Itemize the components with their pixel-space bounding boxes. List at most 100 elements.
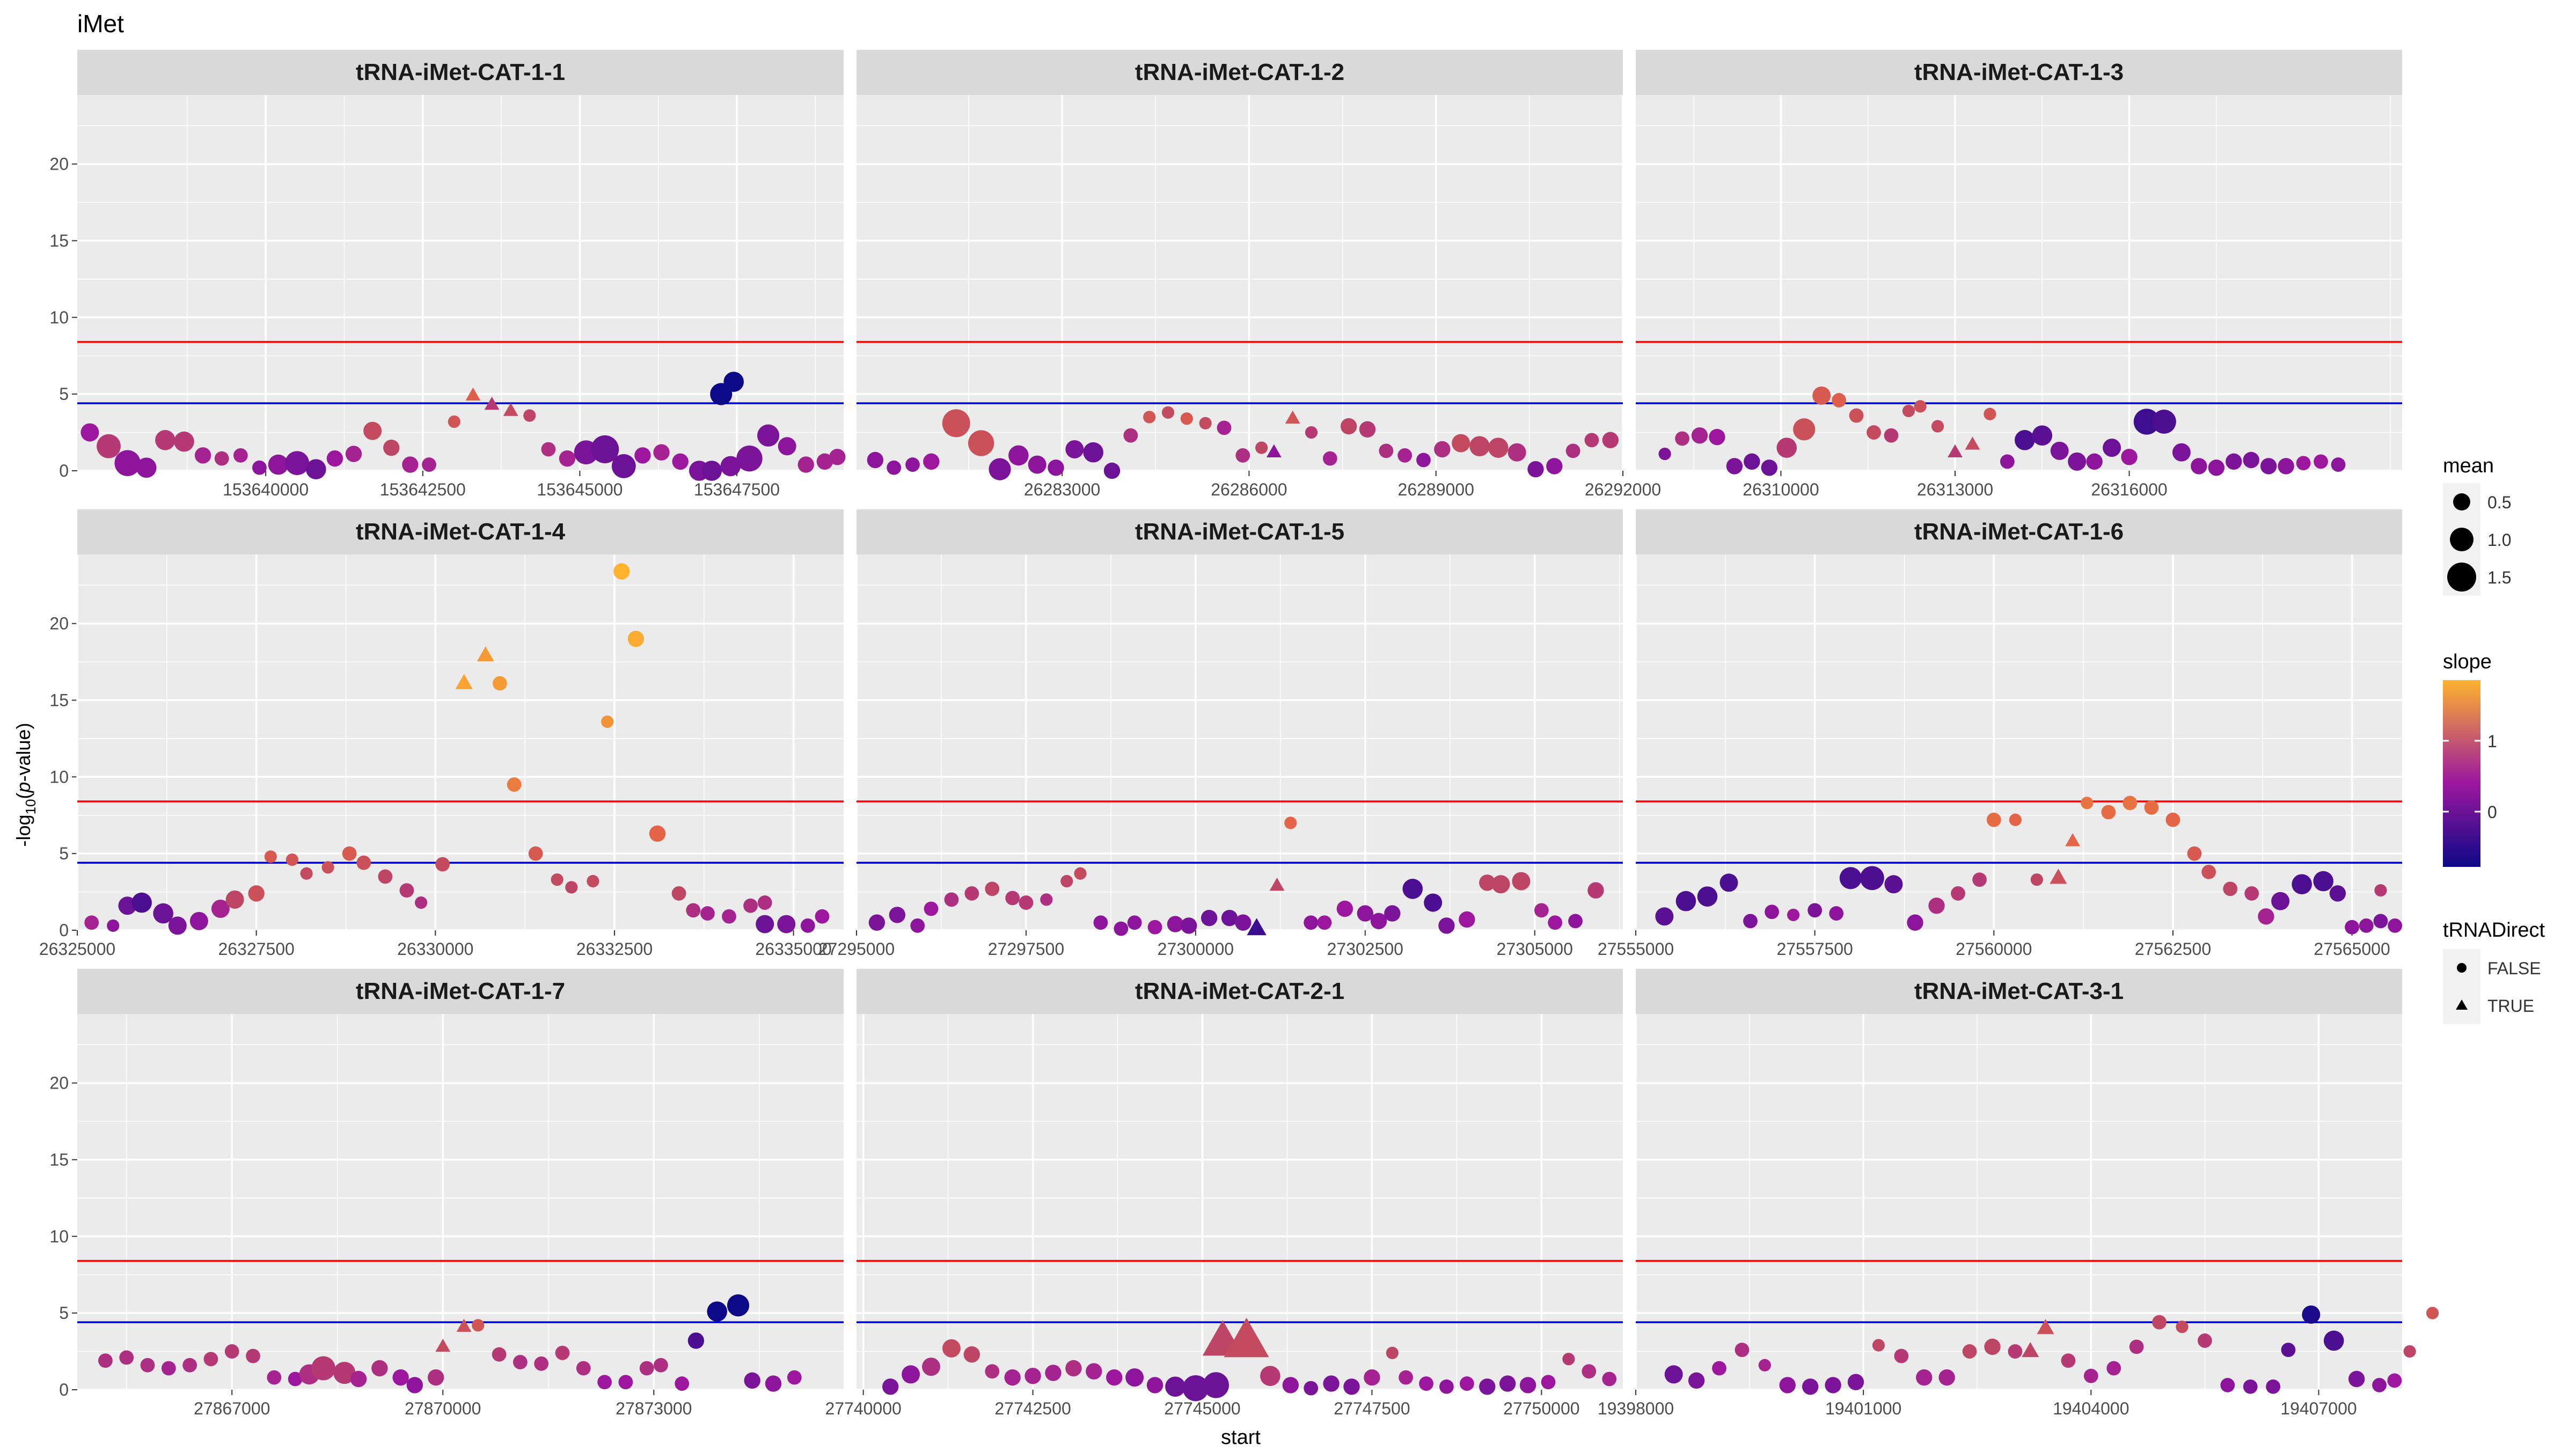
data-point-circle	[2000, 454, 2015, 469]
data-point-circle	[1008, 445, 1029, 466]
x-tick-label: 27555000	[1598, 939, 1674, 959]
legend-mean-title: mean	[2443, 455, 2494, 477]
data-point-circle	[1884, 875, 1903, 894]
data-point-circle	[1235, 448, 1250, 463]
data-point-circle	[2152, 1315, 2167, 1330]
data-point-circle	[2165, 812, 2180, 827]
data-point-circle	[1452, 434, 1470, 453]
data-point-circle	[1512, 872, 1531, 891]
x-tick-label: 27560000	[1956, 939, 2032, 959]
data-point-circle	[882, 1378, 899, 1395]
facet-panel: tRNA-iMet-CAT-1-2 26283000 26286000 2628900…	[857, 50, 1661, 499]
data-point-circle	[765, 1375, 782, 1392]
data-point-circle	[350, 1370, 367, 1388]
data-point-circle	[2426, 1307, 2439, 1319]
data-point-circle	[523, 409, 536, 422]
data-point-circle	[2068, 452, 2087, 471]
data-point-circle	[1336, 900, 1353, 917]
y-tick-label: 15	[49, 690, 69, 710]
data-point-triangle	[477, 646, 494, 662]
data-point-circle	[1359, 421, 1376, 438]
legend-slope-colorbar	[2443, 680, 2480, 867]
plot-area	[77, 1014, 844, 1390]
data-point-circle	[653, 1358, 668, 1373]
data-point-circle	[800, 918, 815, 933]
data-point-circle	[1793, 418, 1816, 441]
data-point-circle	[687, 1332, 705, 1349]
data-point-circle	[392, 1369, 409, 1386]
x-tick-label: 26289000	[1398, 480, 1474, 499]
data-point-circle	[1284, 816, 1297, 829]
legend-shape-label: FALSE	[2487, 959, 2541, 978]
data-point-circle	[923, 453, 940, 470]
facet-title: tRNA-iMet-CAT-2-1	[1135, 978, 1344, 1004]
data-point-circle	[757, 895, 772, 910]
data-point-circle	[435, 857, 450, 872]
y-tick-label: 0	[59, 921, 69, 940]
data-point-circle	[356, 855, 371, 870]
data-point-triangle	[1965, 436, 1980, 450]
data-point-triangle	[1266, 444, 1282, 457]
x-tick-label: 26286000	[1211, 480, 1287, 499]
data-point-circle	[675, 1376, 690, 1391]
data-point-circle	[1928, 898, 1945, 914]
data-point-circle	[1364, 1369, 1380, 1386]
data-point-circle	[1884, 428, 1899, 443]
data-point-circle	[1161, 406, 1175, 419]
y-axis-label: -log10(p-value)	[12, 723, 39, 847]
data-point-circle	[2313, 871, 2333, 892]
facet-panel: tRNA-iMet-CAT-3-1 19398000 19401000 1940400…	[1598, 969, 2439, 1418]
data-point-circle	[1125, 1368, 1144, 1387]
data-point-circle	[1825, 1377, 1841, 1393]
facet-panel: tRNA-iMet-CAT-1-7 0 5 10 15 20 27867000 2787000…	[49, 969, 844, 1418]
data-point-circle	[1106, 1369, 1123, 1386]
data-point-circle	[1499, 1375, 1516, 1392]
data-point-triangle	[455, 674, 473, 689]
data-point-circle	[1086, 1363, 1102, 1380]
data-point-triangle	[1224, 1317, 1269, 1358]
data-point-circle	[528, 846, 543, 861]
legend-mean-label: 1.0	[2487, 530, 2511, 550]
data-point-circle	[1984, 1338, 2001, 1355]
data-point-circle	[2302, 1305, 2321, 1324]
data-point-circle	[1907, 914, 1923, 931]
data-point-circle	[326, 450, 343, 467]
data-point-circle	[2388, 918, 2403, 933]
data-point-circle	[2129, 1339, 2144, 1354]
x-tick-label: 153647500	[694, 480, 780, 499]
facet-strip	[1636, 509, 2402, 554]
y-label-sub: 10	[23, 799, 39, 815]
data-point-circle	[1340, 418, 1357, 435]
data-point-circle	[1568, 914, 1583, 929]
data-point-circle	[1123, 428, 1138, 443]
data-point-circle	[1743, 914, 1758, 929]
data-point-circle	[1867, 425, 1881, 440]
facet-title: tRNA-iMet-CAT-1-7	[356, 978, 565, 1004]
data-point-circle	[182, 1358, 197, 1373]
data-point-circle	[1438, 917, 1455, 934]
y-tick-label: 20	[49, 155, 69, 174]
x-tick-label: 27870000	[405, 1399, 481, 1418]
data-point-circle	[1787, 908, 1800, 922]
x-tick-label: 27867000	[194, 1399, 270, 1418]
data-point-circle	[2243, 1379, 2258, 1394]
data-point-triangle	[503, 403, 518, 416]
data-point-circle	[1357, 905, 1373, 922]
data-point-circle	[1691, 427, 1708, 444]
data-point-circle	[601, 715, 614, 728]
data-point-circle	[1534, 903, 1549, 918]
facet-panel: tRNA-iMet-CAT-2-1 27740000 27742500 2774500…	[825, 969, 1623, 1418]
data-point-circle	[963, 1346, 980, 1363]
data-point-circle	[1779, 1377, 1796, 1393]
data-point-circle	[968, 430, 994, 456]
data-point-circle	[1491, 875, 1510, 894]
data-point-circle	[1181, 917, 1197, 934]
data-point-circle	[591, 435, 619, 463]
data-point-circle	[248, 885, 265, 902]
facet-strip	[1636, 969, 2402, 1014]
x-tick-label: 27740000	[825, 1399, 901, 1418]
data-point-circle	[1419, 1376, 1433, 1391]
data-point-circle	[2271, 892, 2290, 910]
data-point-circle	[513, 1355, 528, 1369]
data-point-circle	[924, 901, 939, 916]
